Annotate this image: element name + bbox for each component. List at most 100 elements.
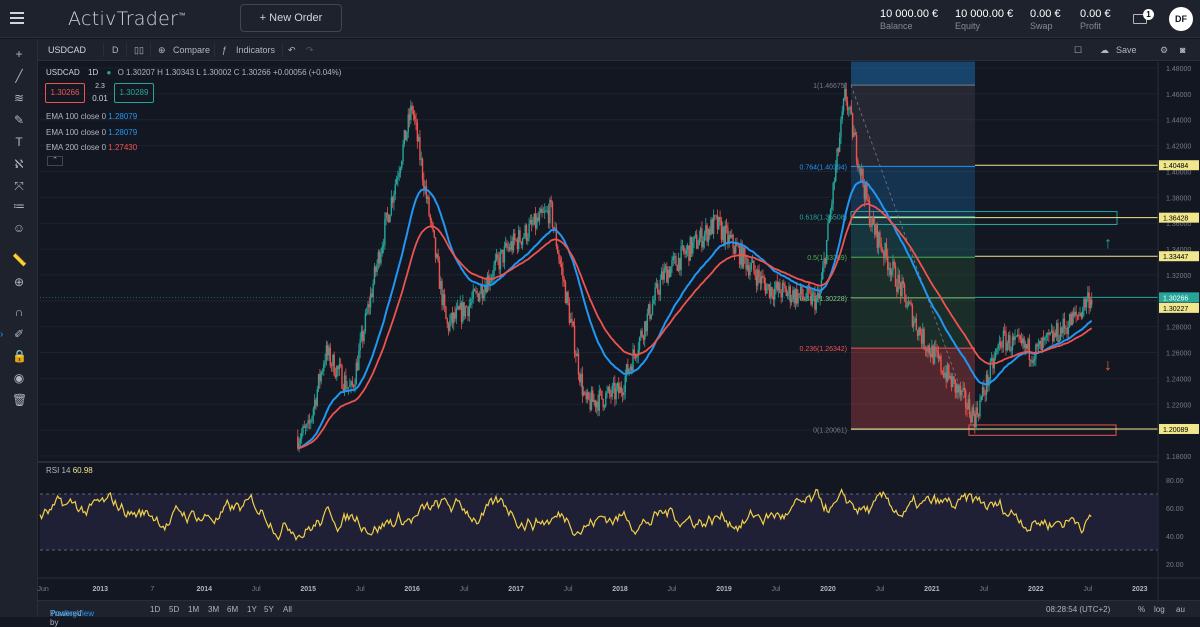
candle [913,320,915,327]
zoom-icon[interactable]: ⊕ [13,275,25,289]
interval-button[interactable]: D [112,45,119,55]
lock-icon[interactable]: 🔒 [12,349,27,363]
range-1y[interactable]: 1Y [247,605,257,614]
symbol-search[interactable]: USDCAD [48,45,87,55]
candle [469,302,472,305]
expand-icon[interactable]: › [0,329,4,340]
log-toggle[interactable]: log [1154,605,1165,614]
candle [818,293,820,299]
profit-stat[interactable]: 0.00 € Profit [1080,8,1111,31]
candle [773,288,776,300]
chart-type-icon[interactable]: ▯▯ [134,45,144,55]
candle [940,355,942,371]
buy-price-button[interactable]: 1.30289 [114,83,154,103]
candle [614,382,616,400]
candle [1036,344,1038,347]
lock-drawing-icon[interactable]: ✐ [13,327,25,341]
candle [710,219,712,235]
sell-price-button[interactable]: 1.30266 [45,83,85,103]
price-tick-label: 1.26000 [1166,351,1191,358]
candle [345,375,347,390]
candle [521,238,524,245]
indicators-button[interactable]: Indicators [236,45,276,55]
fullscreen-icon[interactable]: ☐ [1074,45,1083,55]
candle [299,438,302,443]
compare-icon[interactable]: ⊕ [158,45,166,55]
candle [684,251,686,254]
candle [760,276,763,284]
trash-icon[interactable]: 🗑 [12,393,28,407]
candle [486,275,489,293]
candle [334,375,337,378]
indicators-icon[interactable]: ƒ [222,45,228,55]
candle [311,416,313,422]
candle [385,212,387,220]
candle [1016,334,1019,337]
range-all[interactable]: All [283,605,292,614]
candle [350,381,352,386]
menu-icon[interactable] [10,12,24,24]
candle [829,209,832,220]
range-3m[interactable]: 3M [208,605,220,614]
brush-icon[interactable]: ✎ [13,113,25,127]
time-tick-label: Jul [668,586,677,593]
candle [537,217,539,221]
emoji-icon[interactable]: ☺ [12,221,26,235]
price-label-bg [1159,292,1199,303]
candle [411,105,413,111]
avatar[interactable]: DF [1169,7,1193,31]
settings-icon[interactable]: ⚙ [1160,45,1169,55]
candle [303,425,305,428]
candle [631,366,633,372]
candle [453,312,455,324]
candle [745,256,747,270]
candle [662,271,664,280]
candle [555,227,558,247]
candle [957,384,959,393]
candle [1048,332,1050,335]
candle [777,282,780,291]
new-order-button[interactable]: + New Order [240,4,342,32]
candle [854,132,856,136]
candle [775,281,777,289]
candle [425,186,428,199]
percent-toggle[interactable]: % [1138,605,1146,614]
candle [532,224,534,225]
candle [644,321,646,340]
range-5y[interactable]: 5Y [264,605,274,614]
candle [851,113,854,138]
range-1m[interactable]: 1M [188,605,200,614]
range-6m[interactable]: 6M [227,605,239,614]
candle [827,223,829,240]
undo-icon[interactable]: ↶ [288,45,296,55]
eye-icon[interactable]: ◉ [13,371,25,385]
candle [1091,299,1093,305]
text-tool-icon[interactable]: T [15,135,23,149]
cloud-icon[interactable]: ☁ [1100,45,1109,55]
range-1d[interactable]: 1D [150,605,161,614]
pattern-icon[interactable]: ℵ [14,157,24,171]
trend-line-icon[interactable]: ╱ [15,69,23,83]
range-5d[interactable]: 5D [169,605,180,614]
candle [779,282,781,294]
compare-button[interactable]: Compare [173,45,211,55]
magnet-icon[interactable]: ∩ [14,305,24,319]
collapse-legend-button[interactable]: ⌃ [47,156,63,166]
candle [572,321,574,326]
save-button[interactable]: Save [1116,45,1137,55]
ema-100-line [297,180,1093,450]
camera-icon[interactable]: ◙ [1180,45,1186,55]
clock[interactable]: 08:28:54 (UTC+2) [1046,605,1111,614]
crosshair-icon[interactable]: + [15,47,23,61]
shapes-icon[interactable]: ≔ [13,199,25,213]
ruler-icon[interactable]: 📏 [12,253,27,267]
redo-icon[interactable]: ↷ [306,45,314,55]
candle [749,269,751,276]
price-axis: 1.48000 1.46000 1.44000 1.42000 1.40000 1.380… [1157,62,1200,602]
prediction-icon[interactable]: ⤧ [14,179,24,193]
candle [890,270,893,276]
fib-tool-icon[interactable]: ≋ [13,91,25,105]
candle [462,302,464,322]
auto-toggle[interactable]: au [1176,605,1185,614]
